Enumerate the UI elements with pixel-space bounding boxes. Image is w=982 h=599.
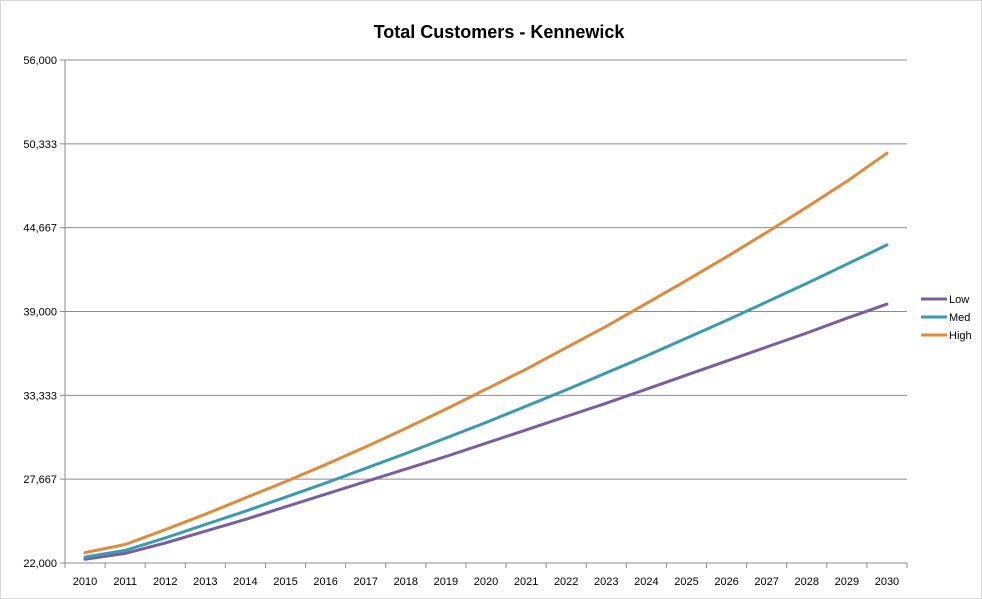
x-tick-label: 2030 — [875, 576, 899, 588]
legend: Low Med High — [921, 294, 972, 342]
x-tick-label: 2013 — [193, 576, 217, 588]
y-tick-label: 27,667 — [23, 474, 57, 486]
x-tick-label: 2023 — [594, 576, 618, 588]
x-tick-labels: 2010 2011 2012 2013 2014 2015 2016 2017 2018 2019… — [73, 576, 899, 588]
axes — [60, 59, 908, 568]
legend-label-med: Med — [949, 312, 970, 324]
y-tick-label: 22,000 — [23, 558, 57, 570]
legend-label-high: High — [949, 330, 972, 342]
y-tick-label: 39,000 — [23, 307, 57, 319]
x-tick-label: 2025 — [674, 576, 698, 588]
x-tick-label: 2028 — [795, 576, 819, 588]
y-tick-label: 44,667 — [23, 223, 57, 235]
legend-label-low: Low — [949, 294, 969, 306]
x-tick-label: 2027 — [754, 576, 778, 588]
x-tick-label: 2029 — [835, 576, 859, 588]
x-tick-label: 2012 — [153, 576, 177, 588]
y-tick-label: 33,333 — [23, 390, 57, 402]
x-tick-label: 2017 — [353, 576, 377, 588]
x-tick-label: 2022 — [554, 576, 578, 588]
y-tick-labels: 22,000 27,667 33,333 39,000 44,667 50,333 56,0… — [23, 55, 57, 570]
x-tick-label: 2016 — [313, 576, 337, 588]
series-lines — [83, 151, 889, 561]
x-tick-label: 2024 — [634, 576, 658, 588]
series-line-med — [83, 243, 889, 559]
series-line-low — [83, 302, 889, 561]
x-tick-label: 2019 — [434, 576, 458, 588]
y-gridlines — [65, 59, 907, 564]
x-tick-label: 2011 — [113, 576, 137, 588]
series-line-high — [83, 151, 889, 555]
y-tick-label: 56,000 — [23, 55, 57, 67]
x-tick-label: 2015 — [273, 576, 297, 588]
x-tick-label: 2021 — [514, 576, 538, 588]
x-tick-label: 2018 — [394, 576, 418, 588]
chart-title: Total Customers - Kennewick — [374, 22, 626, 42]
y-tick-label: 50,333 — [23, 139, 57, 151]
x-tick-label: 2014 — [233, 576, 257, 588]
x-tick-label: 2020 — [474, 576, 498, 588]
x-tick-label: 2010 — [73, 576, 97, 588]
x-tick-label: 2026 — [714, 576, 738, 588]
